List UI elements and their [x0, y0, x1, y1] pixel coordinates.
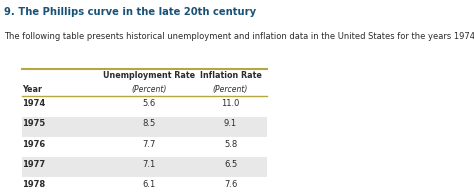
Bar: [22, 157, 267, 177]
Text: 9.1: 9.1: [224, 119, 237, 128]
Text: Unemployment Rate: Unemployment Rate: [103, 71, 195, 80]
Text: 5.6: 5.6: [143, 99, 156, 108]
Text: (Percent): (Percent): [131, 85, 167, 94]
Text: (Percent): (Percent): [213, 85, 248, 94]
Text: 7.1: 7.1: [143, 160, 156, 169]
Text: 6.1: 6.1: [143, 180, 156, 189]
Text: The following table presents historical unemployment and inflation data in the U: The following table presents historical …: [4, 32, 474, 41]
Text: 5.8: 5.8: [224, 140, 237, 149]
Text: 7.6: 7.6: [224, 180, 237, 189]
Text: 1974: 1974: [22, 99, 46, 108]
Text: 1976: 1976: [22, 140, 46, 149]
Text: 6.5: 6.5: [224, 160, 237, 169]
Text: 1977: 1977: [22, 160, 46, 169]
Text: Year: Year: [22, 85, 43, 94]
Text: 1975: 1975: [22, 119, 46, 128]
Text: Inflation Rate: Inflation Rate: [200, 71, 262, 80]
Text: 1978: 1978: [22, 180, 46, 189]
Text: 8.5: 8.5: [143, 119, 156, 128]
Text: 11.0: 11.0: [221, 99, 240, 108]
Text: 9. The Phillips curve in the late 20th century: 9. The Phillips curve in the late 20th c…: [4, 7, 256, 17]
Bar: [22, 117, 267, 137]
Text: 7.7: 7.7: [143, 140, 156, 149]
